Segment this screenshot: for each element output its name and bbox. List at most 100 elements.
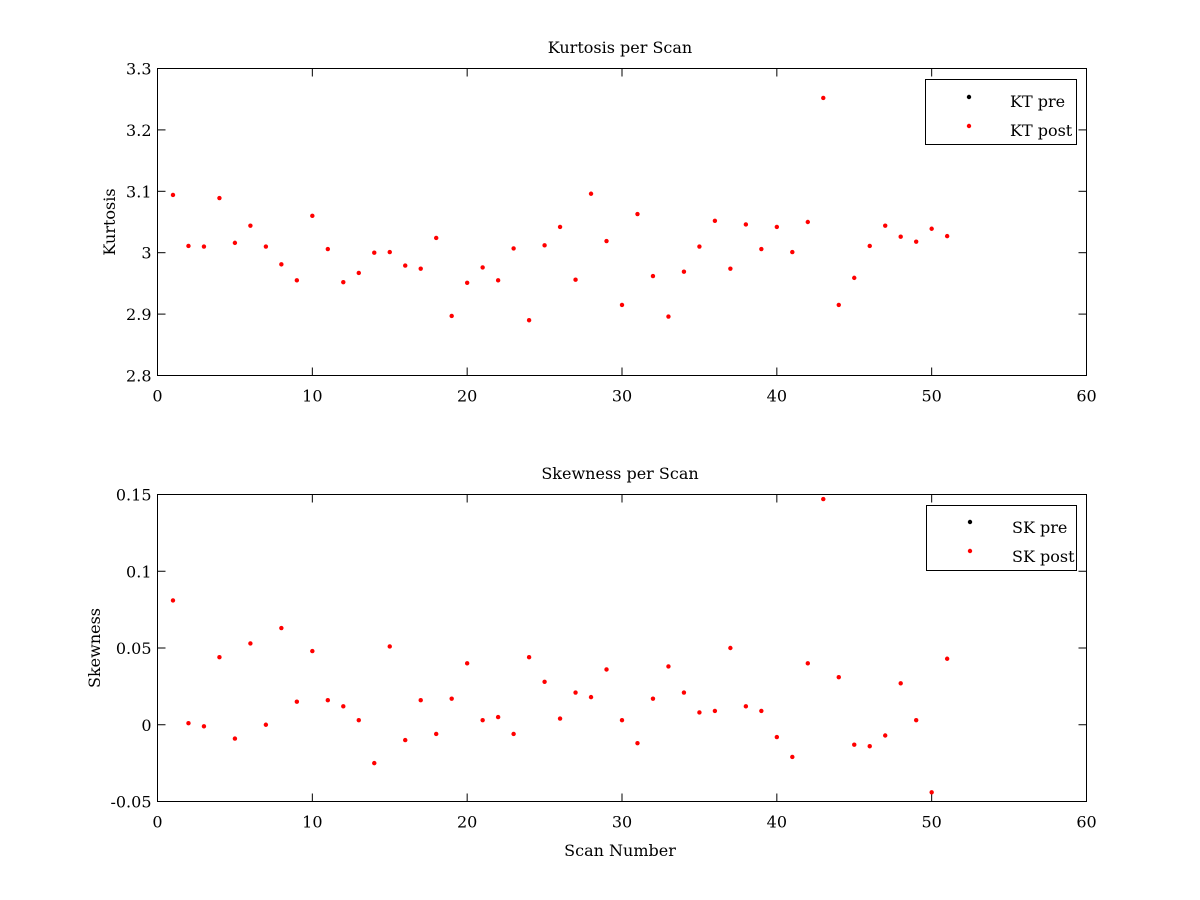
kurtosis-data-point [944,233,950,239]
skewness-data-point [526,655,532,660]
skewness-data-point [464,661,470,666]
skewness-data-point [248,641,253,646]
kurtosis-legend-marker-pre [966,94,972,100]
skewness-data-point [511,731,516,737]
skewness-data-point [387,644,392,649]
skewness-data-points [170,496,950,795]
kurtosis-legend-label-post: KT post [1010,121,1073,140]
kurtosis-data-point [201,244,207,249]
skewness-data-point [681,690,687,695]
kurtosis-data-point [372,250,377,255]
skewness-legend-marker-post [967,548,973,554]
skewness-y-tick-label: 0.15 [116,486,152,505]
kurtosis-data-point [310,213,315,219]
kurtosis-data-point [774,224,780,230]
kurtosis-y-tick-label: 3.1 [126,182,151,201]
skewness-data-point [697,710,702,715]
kurtosis-data-point [418,266,423,271]
kurtosis-y-tick-label: 3 [141,244,151,263]
kurtosis-x-tick-label: 0 [152,387,162,406]
skewness-data-point [279,625,284,631]
skewness-x-tick-label: 60 [1076,813,1096,832]
kurtosis-data-point [279,262,284,267]
skewness-data-point [263,722,269,727]
kurtosis-y-tick-label: 3.2 [126,121,151,140]
kurtosis-y-tick-label: 2.8 [126,367,151,386]
skewness-data-point [898,681,903,686]
skewness-data-point [201,724,207,729]
kurtosis-data-point [805,219,810,225]
kurtosis-data-point [294,278,300,283]
skewness-data-point [759,708,764,714]
skewness-data-point [913,717,919,723]
kurtosis-data-point [217,195,222,201]
kurtosis-data-point [557,224,563,230]
skewness-title: Skewness per Scan [541,464,698,483]
kurtosis-data-point [356,270,361,276]
skewness-data-point [821,496,826,502]
skewness-data-point [743,704,749,709]
kurtosis-x-tick-label: 20 [457,387,477,406]
skewness-x-tick-label: 40 [767,813,787,832]
kurtosis-x-tick-label: 40 [767,387,787,406]
kurtosis-data-points [170,95,950,323]
kurtosis-data-point [186,243,191,249]
skewness-subplot: Skewness per Scan Skewness Scan Number 0… [85,464,1097,860]
skewness-data-point [480,717,485,723]
kurtosis-data-point [619,302,625,308]
kurtosis-y-tick-label: 2.9 [126,305,151,324]
skewness-data-point [805,661,810,666]
skewness-data-point [418,697,423,703]
skewness-data-point [852,742,857,747]
kurtosis-y-label: Kurtosis [100,188,119,255]
kurtosis-data-point [867,243,872,249]
skewness-data-point [186,721,191,726]
kurtosis-data-point [434,235,439,241]
skewness-data-point [232,736,238,741]
skewness-legend: SK pre SK post [926,505,1077,571]
skewness-data-point [170,598,176,603]
skewness-y-label: Skewness [85,608,104,688]
skewness-data-point [294,699,300,704]
skewness-y-tick-label: -0.05 [110,793,151,812]
kurtosis-x-tick-label: 10 [302,387,322,406]
skewness-data-point [495,714,501,720]
kurtosis-data-point [697,244,702,249]
kurtosis-data-point [573,277,578,282]
kurtosis-x-tick-label: 60 [1076,387,1096,406]
skewness-data-point [588,694,594,700]
skewness-data-point [774,734,780,740]
skewness-data-point [619,717,625,723]
skewness-y-tick-label: 0.1 [126,562,151,581]
skewness-x-tick-label: 50 [921,813,941,832]
kurtosis-data-point [821,95,826,101]
kurtosis-data-point [759,246,764,252]
skewness-legend-marker-pre [967,519,973,525]
kurtosis-data-point [650,273,656,279]
skewness-x-tick-label: 20 [457,813,477,832]
kurtosis-data-point [495,278,501,283]
kurtosis-data-point [480,265,485,270]
skewness-data-point [666,664,671,669]
skewness-data-point [542,679,547,684]
kurtosis-data-point [170,192,176,198]
kurtosis-data-point [681,269,687,274]
kurtosis-data-point [464,280,470,285]
kurtosis-data-point [588,191,594,196]
kurtosis-data-point [852,275,857,281]
skewness-data-point [356,717,361,723]
kurtosis-data-point [403,263,408,268]
kurtosis-data-point [449,313,454,319]
kurtosis-ticks: 0 10 20 30 40 50 60 2.8 2.9 3 3.1 3.2 3.3 [126,60,1097,406]
skewness-x-tick-label: 0 [152,813,162,832]
skewness-data-point [604,667,609,672]
kurtosis-legend: KT pre KT post [925,79,1077,145]
kurtosis-data-point [898,234,903,239]
kurtosis-data-point [929,226,934,231]
skewness-y-tick-label: 0 [141,716,151,735]
skewness-x-label: Scan Number [564,841,676,860]
skewness-legend-box [926,505,1077,571]
kurtosis-data-point [232,240,238,246]
